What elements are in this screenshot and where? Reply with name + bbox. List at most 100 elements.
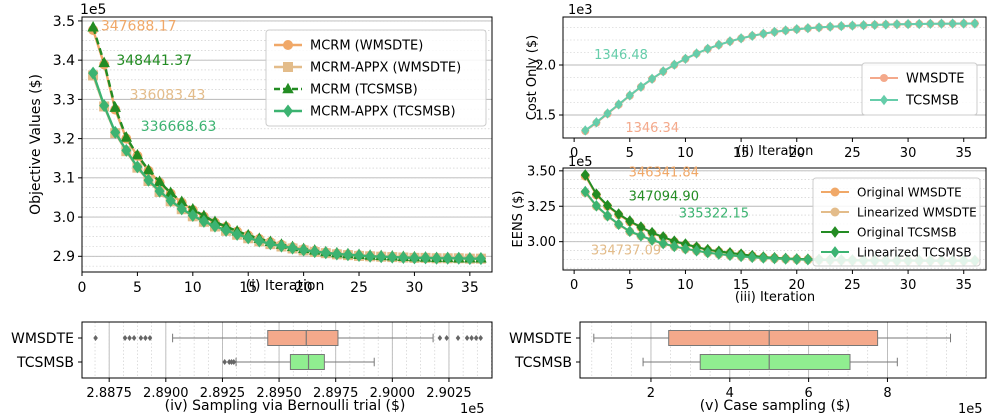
data-point bbox=[175, 195, 188, 207]
legend-swatch-marker bbox=[283, 40, 293, 50]
data-point bbox=[792, 24, 801, 35]
x-tick-label: 2.8950 bbox=[256, 386, 302, 401]
legend-label: Linearized WMSDTE bbox=[857, 205, 977, 219]
box-iqr bbox=[699, 354, 851, 370]
x-tick-label: 2.8925 bbox=[200, 386, 246, 401]
legend-box bbox=[265, 29, 487, 127]
data-point bbox=[581, 125, 590, 136]
x-tick-label: 10 bbox=[677, 278, 694, 293]
legend-swatch-marker bbox=[880, 94, 888, 106]
data-point bbox=[580, 169, 590, 181]
legend-label: MCRM-APPX (TCSMSB) bbox=[310, 105, 456, 120]
data-point bbox=[109, 101, 121, 112]
legend-swatch-marker bbox=[283, 104, 293, 118]
data-point bbox=[881, 19, 890, 30]
data-point bbox=[603, 108, 612, 119]
data-point bbox=[99, 99, 110, 113]
data-point bbox=[648, 73, 657, 84]
data-point bbox=[647, 234, 657, 246]
y-tick-label: 3.2 bbox=[53, 132, 75, 148]
data-point bbox=[431, 251, 442, 265]
data-point bbox=[870, 19, 879, 31]
data-point bbox=[815, 22, 824, 33]
data-point bbox=[464, 252, 475, 266]
y-scale-label: 1e5 bbox=[80, 2, 106, 18]
x-tick-label: 15 bbox=[733, 278, 750, 293]
x-axis-label: (iii) Iteration bbox=[735, 290, 815, 305]
data-point bbox=[970, 18, 979, 29]
x-tick-label: 0 bbox=[570, 278, 578, 293]
outlier-point bbox=[222, 359, 228, 365]
x-tick-label: 25 bbox=[844, 146, 861, 161]
data-point bbox=[131, 148, 144, 160]
value-annotation: 347094.90 bbox=[629, 190, 699, 205]
x-tick-label: 0 bbox=[78, 280, 87, 296]
data-point bbox=[254, 234, 265, 248]
data-point bbox=[859, 20, 868, 31]
data-point bbox=[669, 240, 679, 253]
data-point bbox=[176, 202, 187, 216]
x-axis-label: (iv) Sampling via Bernoulli trial ($) bbox=[165, 398, 406, 414]
data-point bbox=[475, 252, 486, 266]
box-iqr bbox=[289, 354, 325, 370]
data-point bbox=[625, 90, 634, 101]
data-point bbox=[647, 226, 657, 239]
legend-label: Original TCSMSB bbox=[857, 225, 957, 239]
data-point bbox=[837, 20, 846, 32]
x-tick-label: 6 bbox=[804, 386, 812, 401]
x-tick-label: 30 bbox=[900, 278, 917, 293]
data-point bbox=[692, 48, 701, 59]
outlier-point bbox=[131, 335, 137, 341]
data-point bbox=[759, 28, 768, 39]
outlier-point bbox=[138, 335, 144, 341]
value-annotation: 346341.84 bbox=[629, 166, 699, 181]
legend-swatch-marker bbox=[830, 246, 840, 258]
data-point bbox=[420, 251, 431, 265]
y-tick-label: 3.50 bbox=[527, 164, 556, 179]
outlier-point bbox=[478, 335, 483, 341]
x-axis-label: (ii) Iteration bbox=[737, 144, 814, 159]
x-tick-label: 15 bbox=[733, 146, 750, 161]
series-tcsmsb bbox=[581, 18, 979, 136]
data-point bbox=[736, 250, 746, 263]
data-point bbox=[320, 246, 331, 260]
x-tick-label: 5 bbox=[626, 146, 634, 161]
data-point bbox=[737, 33, 746, 44]
data-point bbox=[342, 248, 353, 262]
data-point bbox=[592, 117, 601, 128]
data-point bbox=[298, 243, 309, 257]
data-point bbox=[365, 249, 376, 263]
data-point bbox=[187, 202, 199, 214]
data-point bbox=[164, 186, 177, 198]
data-point bbox=[714, 39, 723, 50]
data-point bbox=[154, 184, 165, 198]
data-point bbox=[453, 251, 464, 265]
data-point bbox=[848, 20, 857, 31]
box-iqr bbox=[267, 330, 339, 346]
y-tick-label: 1.5 bbox=[535, 109, 556, 124]
data-point bbox=[948, 18, 957, 29]
x-tick-label: 30 bbox=[900, 146, 917, 161]
legend-label: MCRM (TCSMSB) bbox=[310, 83, 418, 98]
data-point bbox=[387, 250, 398, 264]
data-point bbox=[409, 251, 420, 265]
x-tick-label: 25 bbox=[350, 280, 368, 296]
x-tick-label: 20 bbox=[788, 278, 805, 293]
outlier-point bbox=[147, 335, 153, 341]
data-point bbox=[591, 199, 601, 212]
chart-panel-iii: 0 5 10 15 20 25 30 35 3.00 3.25 3.50 1e5 (iii) Itera… bbox=[511, 155, 987, 305]
data-point bbox=[614, 208, 624, 220]
x-tick-label: 2.9025 bbox=[426, 386, 472, 401]
x-tick-label: 2.9000 bbox=[370, 386, 416, 401]
outlier-point bbox=[122, 335, 128, 341]
category-label: TCSMSB bbox=[514, 355, 572, 371]
data-point bbox=[658, 231, 668, 243]
plot-frame bbox=[81, 321, 493, 379]
y-scale-label: 1e5 bbox=[568, 155, 593, 170]
data-point bbox=[603, 209, 613, 222]
outlier-point bbox=[127, 335, 132, 341]
legend-label: Original WMSDTE bbox=[857, 185, 962, 199]
y-tick-label: 3.3 bbox=[53, 92, 75, 108]
x-tick-label: 10 bbox=[677, 146, 694, 161]
y-tick-label: 2.0 bbox=[535, 59, 556, 74]
